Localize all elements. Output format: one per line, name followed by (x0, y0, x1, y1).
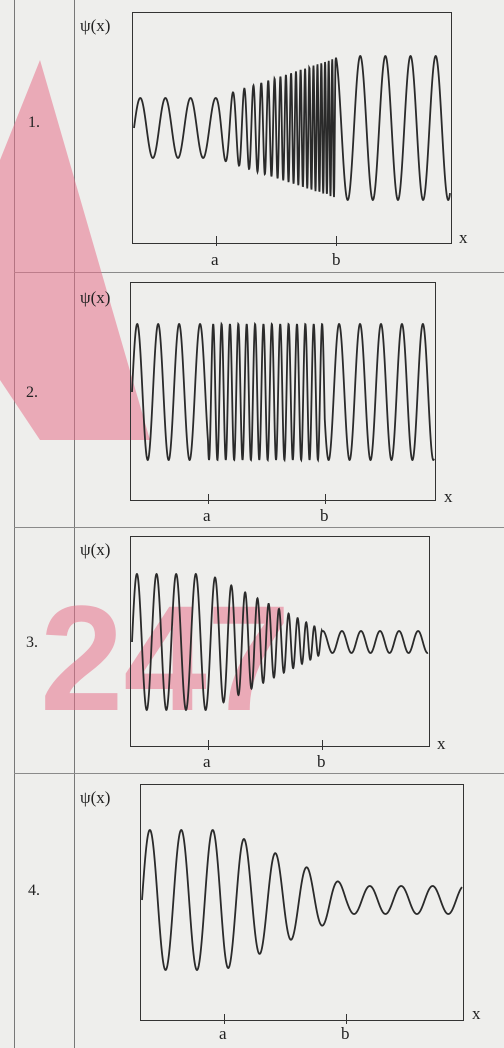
panel-2-tick-b (325, 494, 327, 504)
panel-3-ylabel: ψ(x) (80, 540, 111, 559)
panel-1-tick-b-label: b (332, 250, 341, 269)
panel-2-tick-a (208, 494, 210, 504)
panel-3-tick-a (208, 740, 210, 750)
panel-1-xlabel: x (459, 228, 468, 247)
panel-4-tick-b-label: b (341, 1024, 350, 1043)
panel-3-plot-frame (130, 536, 430, 747)
table-column-divider (74, 0, 75, 1048)
panel-1-tick-a-label: a (211, 250, 219, 269)
panel-3-tick-b (322, 740, 324, 750)
panel-2-ylabel: ψ(x) (80, 288, 111, 307)
panel-3-tick-a-label: a (203, 752, 211, 771)
panel-4-tick-b (346, 1014, 348, 1024)
panel-2-plot-frame (130, 282, 436, 501)
row-divider-3 (14, 773, 504, 774)
row-divider-2 (14, 527, 504, 528)
panel-4-plot-frame (140, 784, 464, 1021)
panel-4-xlabel: x (472, 1004, 481, 1023)
option-number-2: 2. (26, 384, 38, 401)
option-number-1: 1. (28, 114, 40, 131)
table-border-left (14, 0, 15, 1048)
panel-1-tick-b (336, 236, 338, 246)
panel-4-tick-a-label: a (219, 1024, 227, 1043)
watermark-shape (0, 60, 150, 440)
panel-4-ylabel: ψ(x) (80, 788, 111, 807)
panel-3-tick-b-label: b (317, 752, 326, 771)
panel-2-tick-b-label: b (320, 506, 329, 525)
panel-1-ylabel: ψ(x) (80, 16, 111, 35)
option-number-3: 3. (26, 634, 38, 651)
panel-1-tick-a (216, 236, 218, 246)
option-number-4: 4. (28, 882, 40, 899)
panel-2-tick-a-label: a (203, 506, 211, 525)
panel-1-plot-frame (132, 12, 452, 244)
panel-2-xlabel: x (444, 487, 453, 506)
panel-4-tick-a (224, 1014, 226, 1024)
panel-3-xlabel: x (437, 734, 446, 753)
row-divider-1 (14, 272, 504, 273)
